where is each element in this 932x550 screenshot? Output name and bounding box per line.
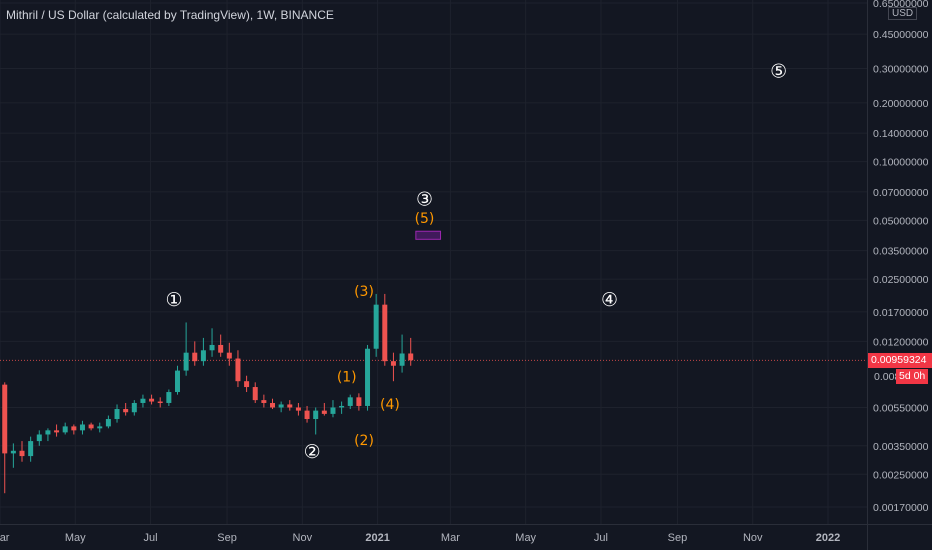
candle-body[interactable] [270,402,276,408]
candle-body[interactable] [278,404,284,408]
candle-body[interactable] [174,370,180,393]
candle-body[interactable] [399,353,405,366]
price-tick-label: 0.01700000 [873,307,929,319]
candle-body[interactable] [252,387,258,401]
candle-body[interactable] [10,450,16,454]
time-tick-label: Mar [0,532,10,544]
elliott-wave-label[interactable]: ③ [416,188,433,210]
candle-body[interactable] [373,304,379,349]
price-tick-label: 0.10000000 [873,157,929,169]
elliott-wave-label[interactable]: (3) [354,284,374,300]
candle-body[interactable] [166,392,172,403]
candle-body[interactable] [287,404,293,408]
candle-body[interactable] [114,409,120,420]
price-tick-label: 0.00170000 [873,502,929,514]
candle-body[interactable] [295,407,301,411]
time-tick-label: 2022 [816,532,840,544]
candle-body[interactable] [149,398,155,402]
candle-body[interactable] [192,352,198,362]
price-tick-label: 0.02500000 [873,274,929,286]
currency-badge[interactable]: USD [888,7,918,20]
candle-body[interactable] [382,304,388,362]
candle-body[interactable] [45,430,51,435]
elliott-wave-label[interactable]: (4) [380,397,400,413]
time-tick-label: Nov [743,532,763,544]
candle-body[interactable] [36,434,42,442]
candle-body[interactable] [71,426,77,431]
price-tick-label: 0.00350000 [873,441,929,453]
candle-body[interactable] [123,409,129,413]
elliott-wave-label[interactable]: ① [165,289,182,311]
candle-body[interactable] [408,353,414,361]
candle-body[interactable] [218,344,224,353]
price-tick-label: 0.05000000 [873,215,929,227]
candle-body[interactable] [235,358,241,382]
time-tick-label: 2021 [365,532,389,544]
price-tick-label: 0.01200000 [873,336,929,348]
candle-body[interactable] [339,405,345,408]
candle-body[interactable] [390,361,396,366]
elliott-wave-label[interactable]: ④ [601,289,618,311]
candle-body[interactable] [321,410,327,414]
elliott-wave-label[interactable]: ⑤ [770,60,787,82]
candle-body[interactable] [244,381,250,388]
candle-body[interactable] [79,424,85,431]
candle-body[interactable] [140,398,146,403]
candle-body[interactable] [365,348,371,406]
time-tick-label: May [65,532,86,544]
candle-body[interactable] [88,424,94,429]
candle-body[interactable] [19,450,25,457]
candle-body[interactable] [313,410,319,420]
price-tick-label: 0.20000000 [873,98,929,110]
chart-title: Mithril / US Dollar (calculated by Tradi… [6,8,334,22]
candle-body[interactable] [209,344,215,351]
candle-body[interactable] [356,397,362,406]
bar-countdown-label: 5d 0h [896,369,928,384]
candle-body[interactable] [304,410,310,420]
candle-body[interactable] [54,430,60,433]
elliott-wave-label[interactable]: (5) [415,211,435,227]
time-tick-label: Jul [594,532,608,544]
time-tick-label: Mar [441,532,460,544]
price-tick-label: 0.07000000 [873,187,929,199]
candle-body[interactable] [226,352,232,359]
candle-body[interactable] [105,419,111,427]
time-tick-label: Sep [668,532,688,544]
price-tick-label: 0.00550000 [873,402,929,414]
price-tick-label: 0.03500000 [873,246,929,258]
candle-body[interactable] [183,352,189,371]
time-tick-label: Jul [144,532,158,544]
current-price-label: 0.00959324 [868,353,932,368]
candle-body[interactable] [200,350,206,362]
price-tick-label: 0.65000000 [873,0,929,10]
time-tick-label: Sep [217,532,237,544]
price-tick-label: 0.30000000 [873,64,929,76]
candle-body[interactable] [347,397,353,406]
candle-body[interactable] [62,426,68,433]
target-zone-box[interactable] [415,230,442,240]
candle-body[interactable] [131,402,137,413]
time-tick-label: Nov [293,532,313,544]
candle-body[interactable] [330,407,336,414]
price-scale-partial-label: 0.008 [874,371,901,383]
candle-body[interactable] [261,400,267,403]
price-tick-label: 0.45000000 [873,29,929,41]
candle-body[interactable] [28,441,34,457]
price-tick-label: 0.00250000 [873,469,929,481]
candle-body[interactable] [2,384,8,454]
price-tick-label: 0.14000000 [873,128,929,140]
elliott-wave-label[interactable]: (2) [354,433,374,449]
elliott-wave-label[interactable]: (1) [337,370,357,386]
elliott-wave-label[interactable]: ② [304,441,321,463]
time-tick-label: May [515,532,536,544]
candle-body[interactable] [157,401,163,403]
candle-body[interactable] [97,426,103,429]
